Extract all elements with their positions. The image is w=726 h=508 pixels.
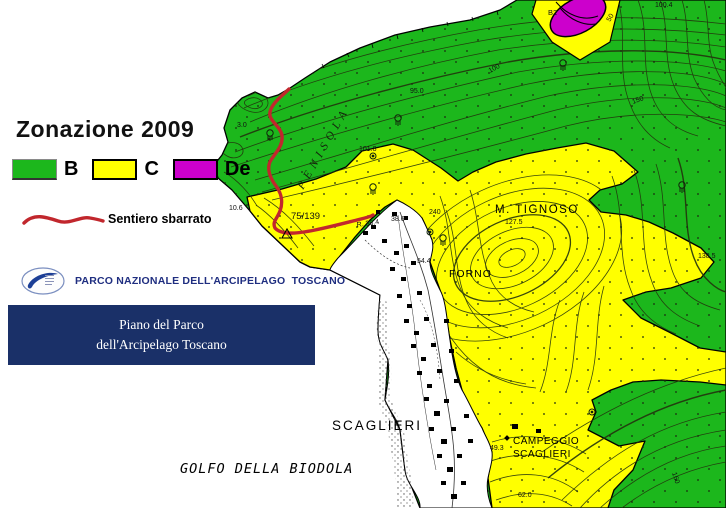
park-logo-icon bbox=[21, 267, 65, 295]
barred-path-icon bbox=[22, 215, 105, 225]
svg-text:150: 150 bbox=[631, 95, 644, 106]
svg-text:54.4: 54.4 bbox=[417, 258, 431, 265]
svg-text:138.5: 138.5 bbox=[698, 253, 716, 260]
label-campeggio-line1: CAMPEGGIO bbox=[513, 436, 579, 447]
svg-text:62.0: 62.0 bbox=[518, 492, 532, 499]
svg-text:127.5: 127.5 bbox=[505, 219, 523, 226]
tree-icon bbox=[266, 59, 686, 246]
svg-text:101.8: 101.8 bbox=[359, 146, 377, 153]
zone-b-label: B bbox=[64, 158, 79, 180]
village-buildings bbox=[363, 210, 541, 499]
svg-text:100.4: 100.4 bbox=[655, 2, 673, 9]
park-branding: PARCO NAZIONALE DELL'ARCIPELAGO TOSCANO bbox=[20, 266, 345, 296]
camp-triangle-icon bbox=[281, 227, 293, 239]
svg-text:49.3: 49.3 bbox=[490, 445, 504, 452]
svg-text:R. 36.4: R. 36.4 bbox=[356, 219, 379, 229]
svg-text:100: 100 bbox=[488, 63, 502, 75]
zone-c-label: C bbox=[144, 158, 159, 180]
svg-text:75/139: 75/139 bbox=[291, 211, 320, 222]
park-name: PARCO NAZIONALE DELL'ARCIPELAGO TOSCANO bbox=[75, 275, 346, 287]
label-m-tignoso: M. TIGNOSO bbox=[495, 204, 579, 216]
zone-de-label: De bbox=[224, 158, 251, 180]
legend-title: Zonazione 2009 bbox=[16, 116, 195, 142]
svg-text:160: 160 bbox=[670, 471, 680, 484]
well-icon bbox=[369, 152, 596, 416]
label-forno: FORNO bbox=[449, 268, 492, 280]
svg-text:B2: B2 bbox=[548, 8, 557, 17]
beach-strip bbox=[376, 300, 414, 508]
cliff-ticks bbox=[321, 10, 499, 69]
svg-text:240: 240 bbox=[429, 209, 441, 216]
svg-text:38.6: 38.6 bbox=[391, 216, 405, 223]
zone-c-swatch bbox=[92, 159, 138, 180]
label-golfo-della-biodola: GOLFO DELLA BIODOLA bbox=[180, 461, 353, 477]
zone-de-area bbox=[531, 0, 621, 61]
plan-title-panel: Piano del Parco dell'Arcipelago Toscano bbox=[8, 305, 315, 365]
legend-barred-path: Sentiero sbarrato bbox=[20, 208, 212, 230]
barred-path-label: Sentiero sbarrato bbox=[108, 212, 212, 226]
zone-de-blob bbox=[549, 0, 607, 38]
plan-title-line2: dell'Arcipelago Toscano bbox=[96, 337, 227, 352]
svg-text:95.0: 95.0 bbox=[410, 88, 424, 95]
label-scaglieri: SCAGLIERI bbox=[332, 418, 422, 433]
zone-de-swatch bbox=[172, 159, 218, 180]
svg-text:50: 50 bbox=[606, 13, 616, 23]
zone-b-swatch bbox=[12, 159, 57, 180]
svg-text:10.6: 10.6 bbox=[229, 205, 243, 212]
village-roads bbox=[364, 211, 455, 508]
legend-zone-swatches: B C De bbox=[12, 158, 264, 181]
label-campeggio-line2: SCAGLIERI bbox=[513, 449, 571, 460]
elevation-labels: 95.0 3.0 101.8 10.6 75/139 R. 36.4 38.6 … bbox=[229, 2, 716, 499]
svg-text:3.0: 3.0 bbox=[237, 122, 247, 129]
plan-title-line1: Piano del Parco bbox=[119, 317, 204, 333]
barred-trail-path bbox=[267, 87, 375, 235]
